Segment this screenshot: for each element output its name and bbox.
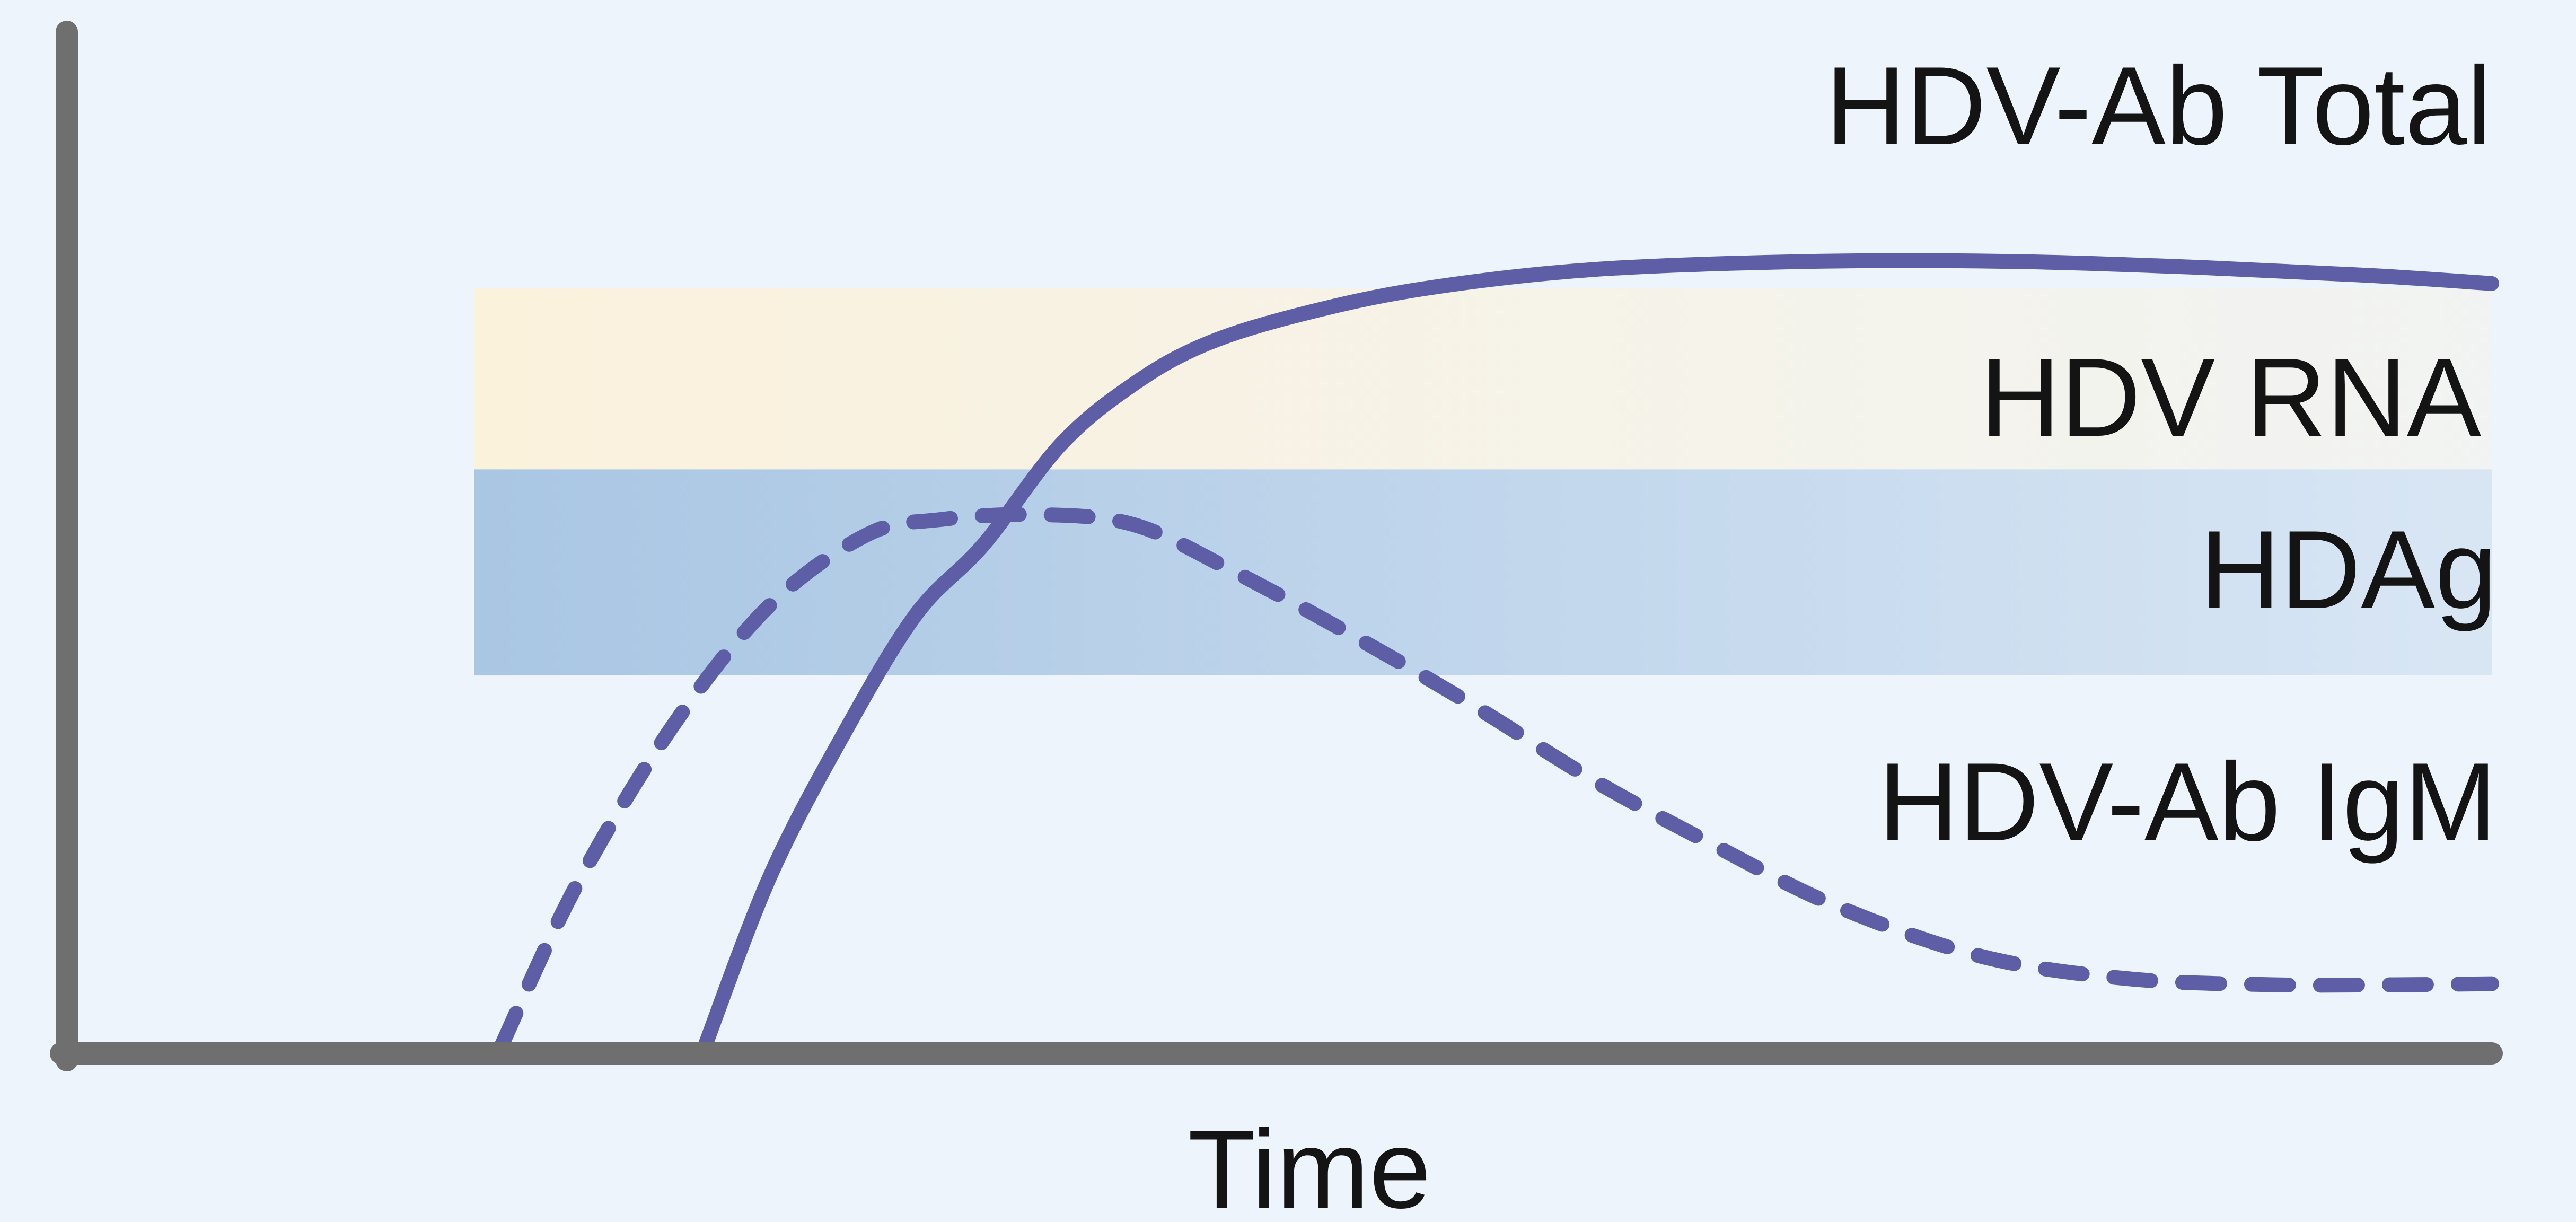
band-label-hdag: HDAg — [2200, 507, 2497, 632]
series-line-hdv-ab-igm — [493, 507, 2499, 1054]
band-hdag — [474, 469, 2492, 675]
band-label-hdv-rna: HDV RNA — [1980, 335, 2481, 460]
series-label-hdv-ab-igm: HDV-Ab IgM — [1878, 740, 2497, 864]
series-line-hdv-ab-total — [697, 253, 2499, 1054]
series-layer — [493, 253, 2499, 1054]
x-axis-title: Time — [1188, 1107, 1431, 1222]
series-label-hdv-ab-total: HDV-Ab Total — [1825, 43, 2492, 168]
bands-layer — [474, 288, 2492, 675]
band-hdv-rna — [474, 288, 2492, 470]
